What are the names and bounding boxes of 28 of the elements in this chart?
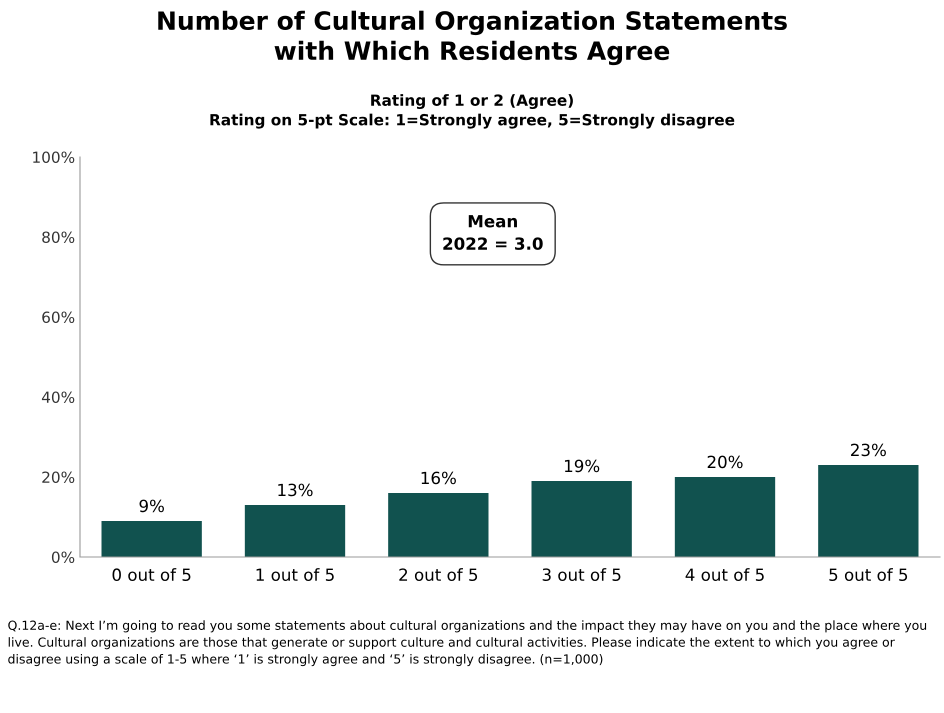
y-tick-label: 100% bbox=[33, 151, 74, 164]
data-label: 9% bbox=[139, 500, 164, 512]
x-tick-label: 0 out of 5 bbox=[112, 568, 190, 582]
y-tick-label: 80% bbox=[42, 231, 74, 244]
bar bbox=[102, 521, 202, 557]
bar bbox=[388, 493, 488, 557]
chart-subtitle: Rating of 1 or 2 (Agree) Rating on 5-pt Scale: 1=Strongly agree, 5=Strongly disagree bbox=[210, 94, 734, 129]
bar bbox=[532, 481, 632, 557]
data-label: 23% bbox=[851, 444, 886, 456]
x-tick-label: 3 out of 5 bbox=[542, 568, 620, 582]
data-label: 13% bbox=[278, 484, 313, 496]
text: Q.12a-e: Next I’m going to read you some statements about cultural organizations and the impact they may have on you and the place where you live. Cultural organizations are those that generate or support culture and cultural activities. Please indicate the extent to which you agree or disagree using a scale of 1-5 where ‘1’ is strongly agree and ‘5’ is strongly disagree. (n=1,000) bbox=[8, 620, 926, 666]
data-label: 16% bbox=[422, 472, 456, 484]
y-tick-label: 20% bbox=[42, 471, 74, 484]
x-tick-label: 1 out of 5 bbox=[256, 568, 334, 582]
bar bbox=[674, 477, 776, 557]
chart-title: Number of Cultural Organization Statements with Which Residents Agree bbox=[158, 10, 787, 66]
x-tick-label: 4 out of 5 bbox=[686, 568, 764, 582]
y-tick-label: 40% bbox=[42, 391, 74, 404]
y-tick-label: 0% bbox=[52, 551, 74, 564]
bar bbox=[244, 505, 346, 557]
x-tick-label: 2 out of 5 bbox=[399, 568, 478, 582]
x-tick-label: 5 out of 5 bbox=[829, 568, 908, 582]
annotation: Mean 2022 = 3.0 bbox=[443, 215, 543, 250]
data-label: 20% bbox=[708, 456, 743, 468]
bar bbox=[818, 465, 918, 557]
data-label: 19% bbox=[564, 460, 600, 472]
y-tick-label: 60% bbox=[42, 311, 74, 324]
